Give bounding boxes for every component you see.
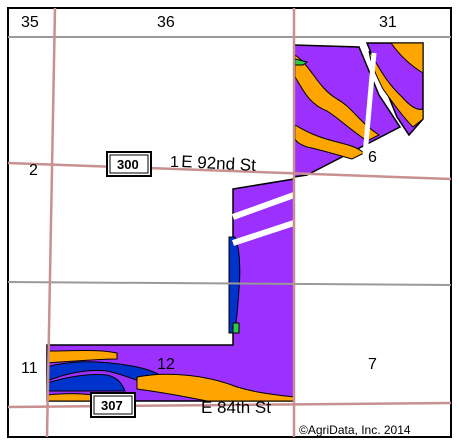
soil-unit-orange — [390, 42, 424, 74]
section-number: 35 — [21, 14, 39, 31]
soil-unit-orange — [136, 373, 295, 402]
lower-field — [46, 178, 295, 402]
easement-line — [231, 192, 296, 220]
road-name: E 92nd St — [181, 152, 257, 175]
section-number: 31 — [379, 14, 397, 31]
shield-number: 300 — [117, 157, 139, 172]
road-lines — [7, 7, 452, 438]
road-name: E 84th St — [201, 398, 271, 417]
soil-unit-orange — [294, 54, 381, 142]
easement-line — [232, 220, 295, 246]
soil-unit-blue — [46, 374, 126, 392]
easement-line — [362, 52, 377, 156]
section-number: 6 — [368, 149, 377, 166]
route-shield: 300 — [106, 151, 152, 177]
soil-unit-orange — [368, 50, 424, 128]
section-number: 11 — [21, 360, 38, 377]
section-number: 36 — [157, 14, 175, 31]
shield-number: 307 — [101, 398, 123, 413]
section-number: 1 — [170, 154, 179, 171]
soil-unit-green — [232, 322, 240, 334]
soil-unit-orange — [46, 350, 118, 364]
copyright-text: ©AgriData, Inc. 2014 — [299, 423, 411, 437]
map-canvas: 35 36 31 2 11 12 7 6 1 E 92nd St E 84th … — [7, 7, 452, 438]
route-shield: 307 — [90, 392, 136, 418]
upper-field — [293, 42, 424, 178]
section-number: 12 — [157, 356, 175, 373]
soil-unit-orange — [294, 124, 365, 160]
section-number: 7 — [368, 356, 377, 373]
section-number: 2 — [29, 162, 38, 179]
